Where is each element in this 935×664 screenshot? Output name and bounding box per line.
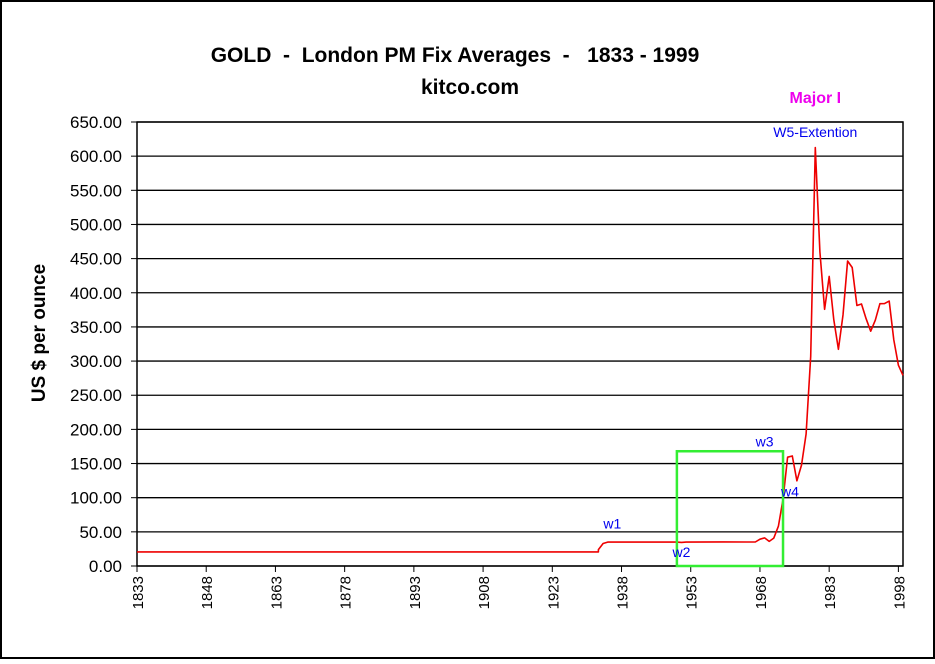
y-tick-label: 350.00 — [70, 318, 122, 337]
y-tick-label: 100.00 — [70, 489, 122, 508]
x-tick-label: 1908 — [476, 576, 493, 609]
x-tick-label: 1923 — [545, 576, 562, 609]
plot-area-border — [136, 121, 904, 567]
x-tick-label: 1983 — [822, 576, 839, 609]
x-tick-label: 1968 — [753, 576, 770, 609]
y-tick-label: 0.00 — [89, 557, 122, 576]
y-tick-label: 300.00 — [70, 352, 122, 371]
x-tick-labels: 1833 1848 1863 1878 1893 1908 1923 1938 1953 1968… — [130, 576, 908, 609]
x-tick-label: 1863 — [268, 576, 285, 609]
highlight-box-layer — [675, 449, 785, 568]
x-tick-label: 1833 — [130, 576, 147, 609]
x-tick-label: 1848 — [199, 576, 216, 609]
highlight-box — [675, 449, 785, 568]
y-tick-label: 550.00 — [70, 181, 122, 200]
y-tick-labels: 0.00 50.00 100.00 150.00 200.00 250.00 300.00 3… — [70, 113, 122, 576]
y-tick-label: 50.00 — [79, 523, 122, 542]
series-layer — [137, 146, 904, 553]
y-tick-label: 450.00 — [70, 250, 122, 269]
y-tick-label: 400.00 — [70, 284, 122, 303]
chart-subtitle: kitco.com — [421, 76, 519, 99]
x-tick-label: 1878 — [338, 576, 355, 609]
annotation-label: W5-Extention — [773, 124, 857, 140]
annotation-label: w2 — [672, 544, 691, 560]
gold-price-line — [137, 146, 904, 553]
x-tick-label: 1953 — [684, 576, 701, 609]
y-axis-label: US $ per ounce — [29, 264, 50, 402]
annotation-layer: w1 w2 w3 w4 W5-Extention Major I — [602, 90, 857, 560]
annotation-label: w4 — [780, 483, 799, 499]
annotation-label: Major I — [790, 90, 842, 107]
chart-title: GOLD - London PM Fix Averages - 1833 - 1… — [211, 44, 700, 67]
x-tick-label: 1893 — [407, 576, 424, 609]
x-tick-label: 1998 — [891, 576, 908, 609]
y-tick-label: 500.00 — [70, 215, 122, 234]
y-tick-label: 150.00 — [70, 455, 122, 474]
annotation-label: w3 — [755, 433, 774, 449]
annotation-label: w1 — [602, 515, 621, 531]
x-tick-label: 1938 — [615, 576, 632, 609]
y-tick-label: 250.00 — [70, 386, 122, 405]
y-tick-label: 650.00 — [70, 113, 122, 132]
y-tick-label: 600.00 — [70, 147, 122, 166]
y-tick-label: 200.00 — [70, 420, 122, 439]
